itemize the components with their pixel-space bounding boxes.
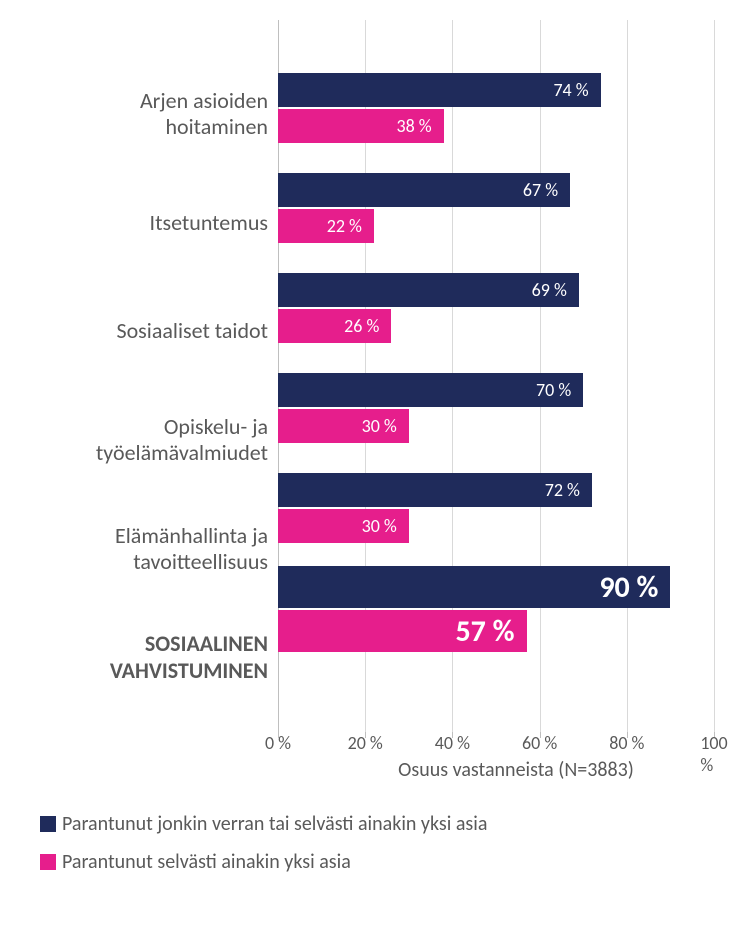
- x-tick-3: 60 %: [522, 732, 557, 754]
- bar-group-1: 67 % 22 %: [278, 160, 714, 260]
- category-label-5: SOSIAALINENVAHVISTUMINEN: [10, 608, 268, 708]
- bars-area: 74 % 38 % 67 % 22 % 69 % 26 %: [278, 20, 714, 732]
- bar-series1-0: 74 %: [278, 73, 601, 107]
- bar-series1-3: 70 %: [278, 373, 583, 407]
- legend-item-0: Parantunut jonkin verran tai selvästi ai…: [40, 812, 694, 836]
- bar-label-s2-0: 38 %: [396, 115, 431, 137]
- bar-series1-5: 90 %: [278, 566, 670, 608]
- bar-label-s2-5: 57 %: [455, 613, 514, 650]
- category-label-3: Opiskelu- jatyöelämävalmiudet: [10, 390, 268, 490]
- bar-group-5: 90 % 57 %: [278, 560, 714, 660]
- bar-label-s1-4: 72 %: [545, 479, 580, 501]
- bar-series1-4: 72 %: [278, 473, 592, 507]
- bar-label-s2-1: 22 %: [327, 215, 362, 237]
- legend-item-1: Parantunut selvästi ainakin yksi asia: [40, 850, 694, 874]
- bar-series1-1: 67 %: [278, 173, 570, 207]
- x-tick-2: 40 %: [435, 732, 470, 754]
- grid-line-100: [714, 20, 715, 732]
- x-axis: 0 % 20 % 40 % 60 % 80 % 100 %: [278, 732, 714, 752]
- bar-group-4: 72 % 30 %: [278, 460, 714, 560]
- legend-swatch-1: [40, 854, 56, 870]
- category-label-1: Itsetuntemus: [10, 173, 268, 273]
- bar-group-2: 69 % 26 %: [278, 260, 714, 360]
- bar-label-s1-1: 67 %: [523, 179, 558, 201]
- bar-group-3: 70 % 30 %: [278, 360, 714, 460]
- bar-label-s1-3: 70 %: [536, 379, 571, 401]
- bar-series1-2: 69 %: [278, 273, 579, 307]
- category-label-2: Sosiaaliset taidot: [10, 282, 268, 382]
- legend-label-1: Parantunut selvästi ainakin yksi asia: [62, 850, 351, 874]
- x-tick-1: 20 %: [348, 732, 383, 754]
- bar-label-s1-5: 90 %: [599, 569, 658, 606]
- bar-label-s2-4: 30 %: [362, 515, 397, 537]
- bar-group-0: 74 % 38 %: [278, 60, 714, 160]
- bar-label-s2-3: 30 %: [362, 415, 397, 437]
- legend-label-0: Parantunut jonkin verran tai selvästi ai…: [62, 812, 487, 836]
- plot-area: Arjen asioidenhoitaminen Itsetuntemus So…: [10, 20, 714, 782]
- x-axis-title: Osuus vastanneista (N=3883): [278, 758, 714, 782]
- bar-label-s2-2: 26 %: [344, 315, 379, 337]
- legend-swatch-0: [40, 816, 56, 832]
- x-tick-4: 80 %: [609, 732, 644, 754]
- chart-container: Arjen asioidenhoitaminen Itsetuntemus So…: [10, 20, 714, 908]
- bar-label-s1-2: 69 %: [532, 279, 567, 301]
- bar-series2-2: 26 %: [278, 309, 391, 343]
- category-label-0: Arjen asioidenhoitaminen: [10, 64, 268, 164]
- bar-series2-0: 38 %: [278, 109, 444, 143]
- bar-series2-4: 30 %: [278, 509, 409, 543]
- bar-series2-1: 22 %: [278, 209, 374, 243]
- legend: Parantunut jonkin verran tai selvästi ai…: [10, 782, 714, 908]
- bar-label-s1-0: 74 %: [553, 79, 588, 101]
- category-label-4: Elämänhallinta jatavoitteellisuus: [10, 499, 268, 599]
- x-tick-0: 0 %: [265, 732, 291, 754]
- y-axis-labels: Arjen asioidenhoitaminen Itsetuntemus So…: [10, 20, 278, 732]
- bar-series2-3: 30 %: [278, 409, 409, 443]
- bar-series2-5: 57 %: [278, 610, 527, 652]
